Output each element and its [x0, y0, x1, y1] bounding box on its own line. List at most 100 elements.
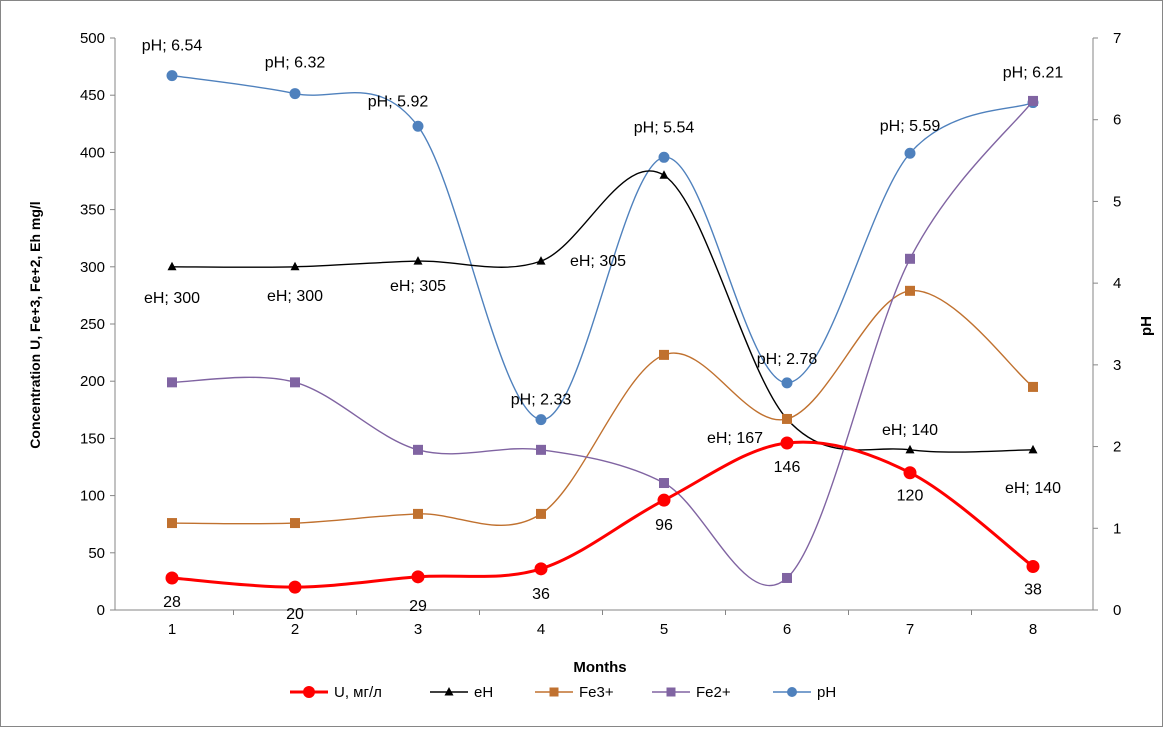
x-tick-label: 4 [537, 621, 545, 638]
marker-fe2- [290, 377, 300, 388]
marker-eh [1028, 444, 1038, 454]
marker-u- [288, 580, 302, 594]
marker-fe2- [659, 478, 669, 489]
data-label-u-: 38 [1024, 582, 1042, 599]
marker-eh [290, 261, 300, 271]
y-left-tick-label: 50 [88, 545, 105, 562]
legend-marker [303, 686, 315, 698]
marker-ph [535, 414, 547, 426]
marker-u- [165, 571, 179, 585]
marker-u- [534, 562, 548, 576]
data-label-ph: pH; 6.21 [1003, 65, 1064, 82]
y-right-tick-label: 2 [1113, 439, 1121, 456]
x-tick-label: 8 [1029, 621, 1037, 638]
legend-marker [444, 687, 454, 696]
legend-label: eH [474, 684, 493, 701]
legend: U, мг/л eH Fe3+ Fe2+ pH [290, 684, 836, 701]
data-label-ph: pH; 6.54 [142, 38, 203, 55]
data-label-eh: eH; 300 [144, 290, 200, 307]
marker-fe3- [905, 285, 915, 296]
marker-fe2- [413, 444, 423, 455]
y-left-tick-label: 350 [80, 202, 105, 219]
series-line-eh [171, 170, 1034, 453]
data-label-ph: pH; 5.59 [880, 118, 941, 135]
marker-u- [657, 493, 671, 507]
marker-u- [411, 570, 425, 584]
y-right-tick-label: 5 [1113, 193, 1121, 210]
marker-fe2- [1028, 95, 1038, 106]
marker-ph [658, 151, 670, 163]
marker-ph [412, 120, 424, 132]
x-axis-title: Months [573, 659, 626, 676]
data-label-u-: 28 [163, 594, 181, 611]
marker-eh [536, 256, 546, 265]
y-right-tick-label: 1 [1113, 520, 1121, 537]
series-line-fe3- [171, 290, 1034, 527]
x-tick-label: 6 [783, 621, 791, 638]
y-right-tick-label: 4 [1113, 275, 1121, 292]
data-label-ph: pH; 2.78 [757, 351, 818, 368]
legend-marker [787, 687, 797, 697]
data-label-eh: eH; 305 [390, 278, 446, 295]
data-label-eh: eH; 305 [570, 253, 626, 270]
data-label-eh: eH; 300 [267, 288, 323, 305]
y-left-tick-label: 250 [80, 316, 105, 333]
marker-ph [166, 70, 178, 82]
data-label-eh: eH; 140 [1005, 480, 1061, 497]
x-tick-label: 2 [291, 621, 299, 638]
data-label-eh: eH; 140 [882, 422, 938, 439]
marker-fe3- [782, 413, 792, 424]
marker-fe2- [782, 572, 792, 583]
y-left-tick-label: 0 [97, 602, 105, 619]
marker-fe2- [905, 253, 915, 264]
marker-fe3- [290, 518, 300, 529]
data-label-u-: 120 [897, 488, 924, 505]
y-left-tick-label: 500 [80, 30, 105, 47]
y-right-tick-label: 3 [1113, 357, 1121, 374]
marker-eh [167, 261, 177, 271]
marker-fe3- [536, 508, 546, 519]
marker-u- [903, 466, 917, 480]
y-left-tick-label: 200 [80, 373, 105, 390]
x-tick-label: 3 [414, 621, 422, 638]
y-left-tick-label: 100 [80, 488, 105, 505]
data-label-ph: pH; 5.92 [368, 93, 429, 110]
data-label-ph: pH; 2.33 [511, 392, 572, 409]
y-axis-left-title: Concentration U, Fe+3, Fe+2, Eh mg/l [27, 201, 43, 448]
marker-ph [781, 377, 793, 389]
y-right-tick-label: 7 [1113, 30, 1121, 47]
y-left-tick-label: 300 [80, 259, 105, 276]
series-markers-layer [165, 70, 1040, 594]
marker-ph [904, 147, 916, 159]
x-tick-label: 1 [168, 621, 176, 638]
marker-fe3- [659, 349, 669, 360]
legend-label: Fe3+ [579, 684, 614, 701]
marker-eh [659, 170, 669, 179]
marker-u- [1026, 560, 1040, 574]
y-left-tick-label: 150 [80, 430, 105, 447]
marker-eh [905, 444, 915, 454]
data-labels-layer: 28 20 29 36 96 146 120 38 eH; 300 eH; 300 eH; 305 e… [142, 38, 1064, 624]
series-line-ph [171, 74, 1034, 421]
data-label-ph: pH; 6.32 [265, 55, 326, 72]
data-label-u-: 36 [532, 586, 550, 603]
y-axis-right-title: pH [1138, 316, 1155, 336]
marker-fe2- [536, 444, 546, 455]
x-tick-label: 7 [906, 621, 914, 638]
data-label-u-: 96 [655, 517, 673, 534]
data-label-u-: 20 [286, 606, 304, 623]
marker-fe3- [1028, 381, 1038, 392]
data-label-eh: eH; 167 [707, 430, 763, 447]
legend-marker [666, 687, 676, 697]
marker-u- [780, 436, 794, 450]
marker-eh [413, 256, 423, 265]
legend-label: pH [817, 684, 836, 701]
data-label-u-: 146 [774, 459, 801, 476]
y-left-tick-label: 400 [80, 144, 105, 161]
marker-fe2- [167, 377, 177, 388]
marker-fe3- [413, 508, 423, 519]
